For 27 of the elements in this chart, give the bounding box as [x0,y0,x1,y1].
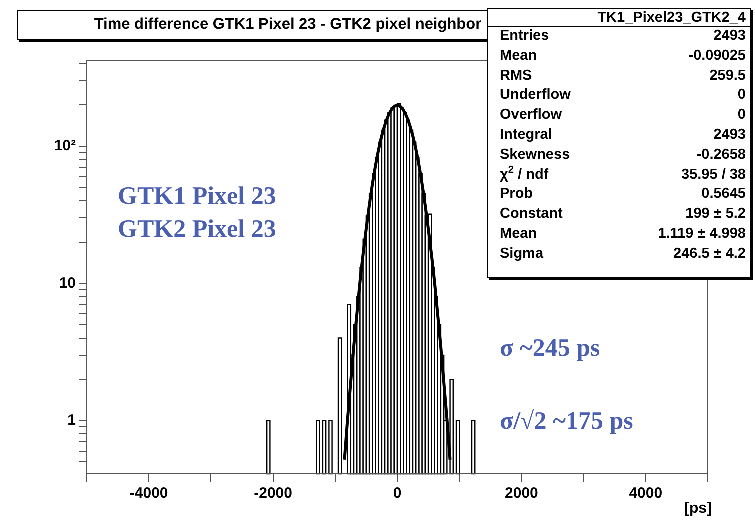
x-tick-label: -4000 [130,485,168,502]
x-tick-label: -2000 [254,485,292,502]
chart-title: Time difference GTK1 Pixel 23 - GTK2 pixel neighbor [94,16,482,33]
x-tick-label: 2000 [505,485,538,502]
y-tick-label: 10 [59,274,76,292]
text: TK1_Pixel23_GTK2_4 [488,9,750,27]
x-axis-title: [ps] [684,500,712,517]
text: χ$^{2}$ / ndf 35.95 / 38 [500,164,746,183]
text: Overflow 0 [500,107,746,124]
text: Mean -0.09025 [500,48,746,64]
annotation: σ/√2 ~175 ps [500,408,634,436]
annotation: GTK2 Pixel 23 [118,216,276,244]
x-tick-label: 0 [393,485,402,502]
y-tick-label: 1 [68,412,76,430]
text: Underflow 0 [500,87,746,104]
text: RMS 259.5 [500,68,746,84]
annotation: σ ~245 ps [500,335,600,363]
text: Integral 2493 [500,126,746,143]
x-tick-label: 4000 [629,485,663,502]
text: Skewness -0.2658 [500,146,746,163]
text: Sigma 246.5 ± 4.2 [500,246,746,262]
text: Mean 1.119 ± 4.998 [500,226,746,242]
text: Entries 2493 [500,28,746,44]
y-tick-label: 10² [54,138,76,155]
text: Constant 199 ± 5.2 [500,206,746,222]
annotation: GTK1 Pixel 23 [118,183,276,211]
text: Prob 0.5645 [500,186,746,202]
